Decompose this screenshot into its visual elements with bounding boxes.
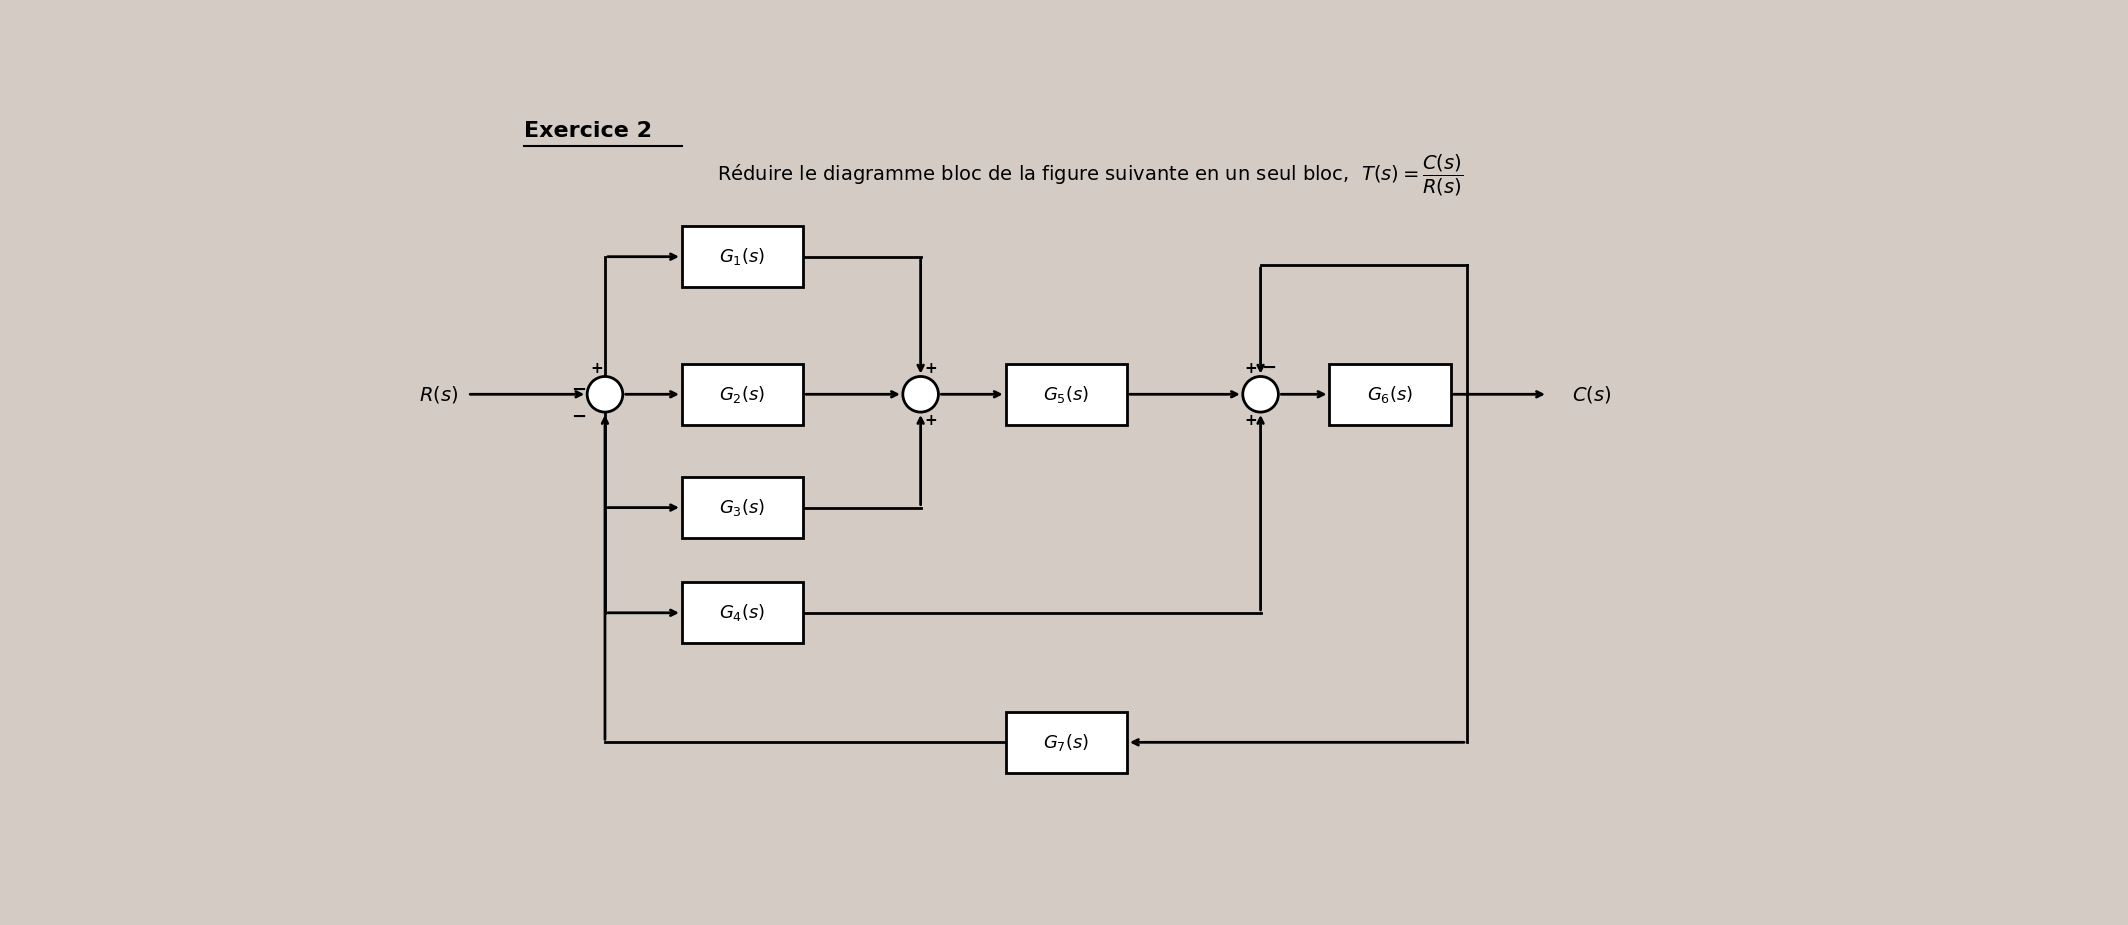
- Text: Réduire le diagramme bloc de la figure suivante en un seul bloc,  $T(s)=\dfrac{C: Réduire le diagramme bloc de la figure s…: [717, 154, 1464, 198]
- Text: +: +: [924, 361, 936, 376]
- Circle shape: [902, 376, 938, 413]
- Text: $R(s)$: $R(s)$: [419, 384, 460, 405]
- Bar: [1330, 364, 1451, 425]
- Text: +: +: [1245, 413, 1258, 428]
- Text: −: −: [572, 408, 587, 426]
- Text: +: +: [589, 361, 602, 376]
- Text: −: −: [1262, 360, 1277, 377]
- Text: $G_1(s)$: $G_1(s)$: [719, 246, 766, 267]
- Text: +: +: [1245, 361, 1258, 376]
- Bar: [1007, 712, 1128, 772]
- Circle shape: [587, 376, 624, 413]
- Circle shape: [1243, 376, 1279, 413]
- Text: $G_2(s)$: $G_2(s)$: [719, 384, 766, 405]
- Bar: [681, 227, 802, 287]
- Text: Exercice 2: Exercice 2: [523, 121, 651, 142]
- Text: −: −: [572, 381, 587, 400]
- Text: $G_7(s)$: $G_7(s)$: [1043, 732, 1090, 753]
- Bar: [1007, 364, 1128, 425]
- Bar: [681, 583, 802, 643]
- Text: $C(s)$: $C(s)$: [1573, 384, 1611, 405]
- Text: $G_5(s)$: $G_5(s)$: [1043, 384, 1090, 405]
- Bar: [681, 364, 802, 425]
- Text: +: +: [924, 413, 936, 427]
- Text: $G_3(s)$: $G_3(s)$: [719, 497, 766, 518]
- Text: $G_6(s)$: $G_6(s)$: [1366, 384, 1413, 405]
- Text: $G_4(s)$: $G_4(s)$: [719, 602, 766, 623]
- Bar: [681, 477, 802, 538]
